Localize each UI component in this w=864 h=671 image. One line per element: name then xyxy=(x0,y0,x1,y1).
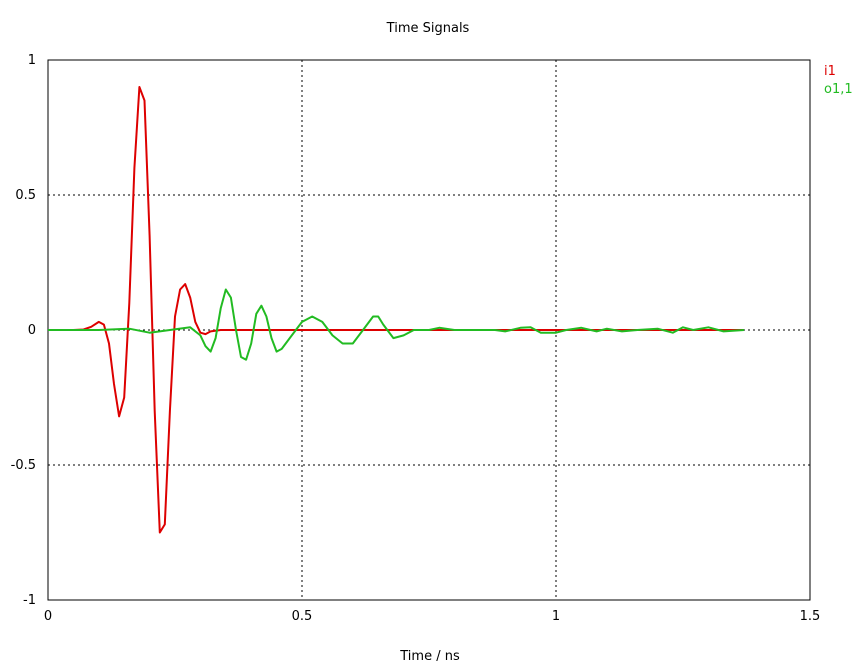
legend-entry-0: i1 xyxy=(824,64,836,79)
chart-title: Time Signals xyxy=(386,21,470,36)
x-tick-label: 0.5 xyxy=(292,609,313,624)
x-tick-label: 0 xyxy=(44,609,52,624)
y-tick-label: 1 xyxy=(28,53,36,68)
legend-entry-1: o1,1 xyxy=(824,82,853,97)
y-tick-label: 0 xyxy=(28,323,36,338)
x-tick-label: 1.5 xyxy=(800,609,821,624)
y-tick-label: -1 xyxy=(23,593,36,608)
x-axis-label: Time / ns xyxy=(399,649,460,664)
series-line-0 xyxy=(48,86,744,534)
y-tick-label: -0.5 xyxy=(11,458,36,473)
x-tick-label: 1 xyxy=(552,609,560,624)
y-tick-label: 0.5 xyxy=(15,188,36,203)
axis-ticks: 0 0.5 1 1.5 1 0.5 0 -0.5 -1 xyxy=(11,53,821,624)
series-line-1 xyxy=(48,288,745,361)
series-lines xyxy=(48,86,745,534)
legend: i1 o1,1 xyxy=(824,64,853,97)
